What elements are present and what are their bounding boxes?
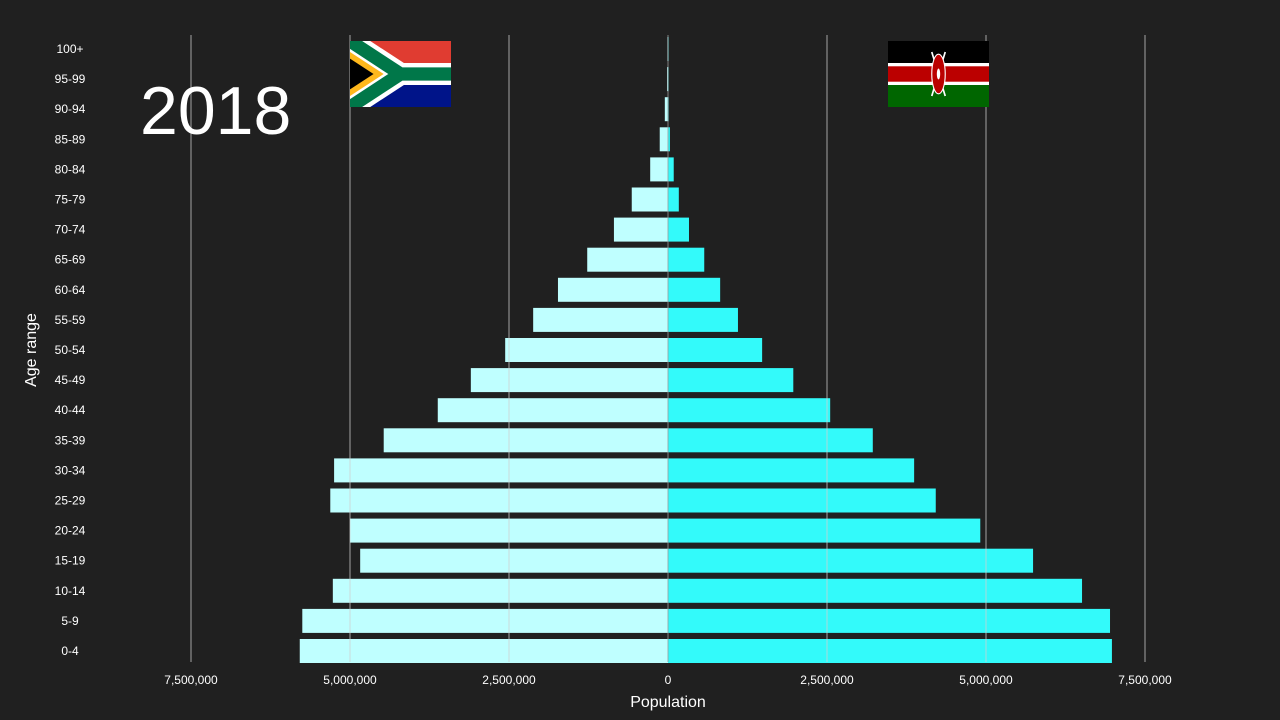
x-tick-label: 0 <box>665 673 672 687</box>
bar-left-35-39 <box>383 428 668 453</box>
age-tick-label: 70-74 <box>55 223 86 237</box>
bar-left-65-69 <box>587 247 668 272</box>
bar-left-90-94 <box>664 97 668 122</box>
age-tick-label: 20-24 <box>55 524 86 538</box>
bar-left-55-59 <box>533 307 668 332</box>
bar-left-60-64 <box>557 277 668 302</box>
age-tick-label: 55-59 <box>55 313 86 327</box>
kenya-flag-icon <box>888 41 989 107</box>
age-tick-label: 90-94 <box>55 102 86 116</box>
age-tick-label: 40-44 <box>55 403 86 417</box>
bar-left-10-14 <box>332 578 668 603</box>
bar-right-45-49 <box>668 368 794 393</box>
bar-right-15-19 <box>668 548 1034 573</box>
age-tick-label: 30-34 <box>55 463 86 477</box>
year-label: 2018 <box>140 73 292 149</box>
x-tick-label: 5,000,000 <box>323 673 377 687</box>
age-tick-label: 50-54 <box>55 343 86 357</box>
age-tick-label: 0-4 <box>61 644 79 658</box>
bar-left-50-54 <box>505 338 668 362</box>
bar-right-85-89 <box>668 127 670 152</box>
bar-right-30-34 <box>668 458 915 483</box>
bar-right-75-79 <box>668 187 679 212</box>
bar-right-70-74 <box>668 217 689 242</box>
age-tick-label: 85-89 <box>55 132 86 146</box>
bar-right-35-39 <box>668 428 873 453</box>
x-tick-label: 7,500,000 <box>164 673 218 687</box>
x-tick-label: 2,500,000 <box>482 673 536 687</box>
bar-right-60-64 <box>668 277 721 302</box>
age-tick-label: 10-14 <box>55 584 86 598</box>
age-tick-label: 75-79 <box>55 193 86 207</box>
bar-right-10-14 <box>668 578 1083 603</box>
bar-right-55-59 <box>668 307 738 332</box>
age-tick-label: 35-39 <box>55 433 86 447</box>
bar-left-5-9 <box>302 608 668 633</box>
y-axis-title: Age range <box>23 313 40 387</box>
bar-right-80-84 <box>668 157 674 182</box>
age-tick-label: 45-49 <box>55 373 86 387</box>
bar-left-0-4 <box>299 639 668 663</box>
x-tick-label: 2,500,000 <box>800 673 854 687</box>
bar-right-40-44 <box>668 398 831 423</box>
bar-left-15-19 <box>360 548 668 573</box>
bar-left-30-34 <box>334 458 668 483</box>
bar-right-5-9 <box>668 608 1111 633</box>
age-tick-label: 5-9 <box>61 614 79 628</box>
bar-right-20-24 <box>668 518 981 543</box>
x-axis-title: Population <box>630 694 706 711</box>
bar-left-75-79 <box>631 187 668 212</box>
x-tick-label: 5,000,000 <box>959 673 1013 687</box>
bar-left-40-44 <box>437 398 668 423</box>
age-tick-label: 25-29 <box>55 494 86 508</box>
bar-right-25-29 <box>668 488 936 513</box>
age-tick-label: 15-19 <box>55 554 86 568</box>
bar-right-0-4 <box>668 639 1112 663</box>
age-tick-label: 60-64 <box>55 283 86 297</box>
x-tick-label: 7,500,000 <box>1118 673 1172 687</box>
bar-left-70-74 <box>613 217 668 242</box>
bar-left-45-49 <box>470 368 668 393</box>
bar-right-65-69 <box>668 247 705 272</box>
bar-left-85-89 <box>659 127 668 152</box>
age-tick-label: 80-84 <box>55 162 86 176</box>
south-africa-flag-icon <box>350 41 451 107</box>
age-tick-label: 100+ <box>56 42 83 56</box>
bar-left-80-84 <box>650 157 668 182</box>
age-tick-label: 95-99 <box>55 72 86 86</box>
bar-left-25-29 <box>330 488 668 513</box>
age-tick-label: 65-69 <box>55 253 86 267</box>
bar-right-50-54 <box>668 338 763 362</box>
